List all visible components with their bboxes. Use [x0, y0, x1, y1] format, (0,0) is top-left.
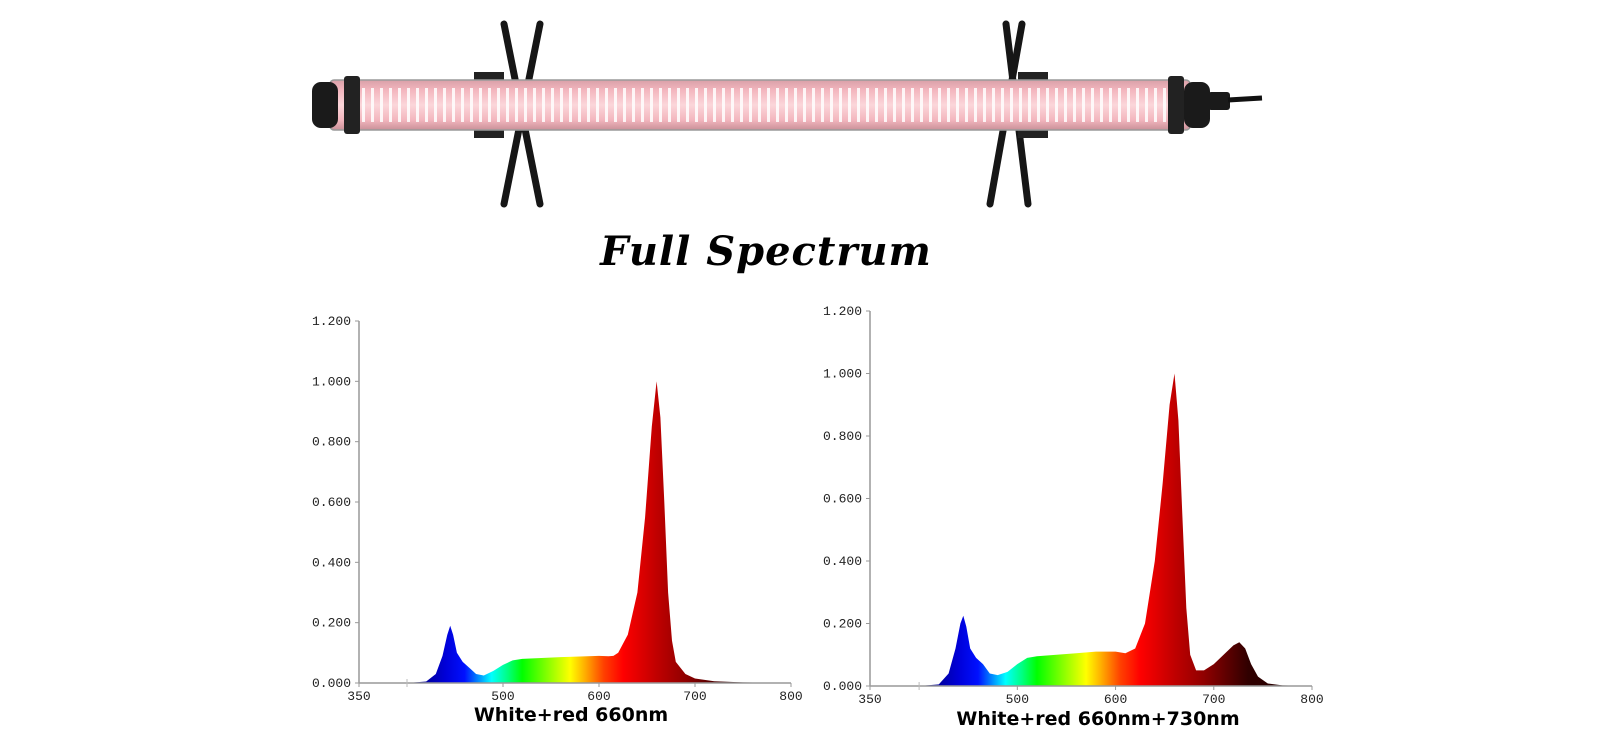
y-tick-label: 0.000 [823, 679, 862, 694]
spectrum-chart-2: 0.000 0.200 0.400 0.600 0.800 1.000 1.200 350 50… [823, 304, 1324, 730]
spectrum-chart-1: 0.000 0.200 0.400 0.600 0.800 1.000 1.200 350 50… [312, 314, 803, 726]
y-tick-label: 0.800 [823, 429, 862, 444]
led-tube-light-image [312, 20, 1263, 208]
y-tick-label: 0.400 [312, 555, 351, 570]
power-cable [1208, 92, 1263, 110]
y-tick-label: 0.000 [312, 676, 351, 691]
x-tick-label: 700 [1202, 692, 1225, 707]
chart-caption: White+red 660nm+730nm [956, 708, 1239, 730]
tube-body [329, 79, 1191, 131]
y-tick-label: 0.400 [823, 554, 862, 569]
y-tick-label: 0.600 [312, 495, 351, 510]
spectrum-area [407, 381, 791, 683]
y-tick-label: 0.200 [823, 617, 862, 632]
x-tick-label: 800 [779, 689, 802, 704]
page-title: Full Spectrum [600, 228, 932, 275]
x-tick-label: 350 [858, 692, 881, 707]
chart-caption: White+red 660nm [474, 704, 668, 726]
y-tick-label: 1.000 [823, 367, 862, 382]
y-tick-label: 1.200 [312, 314, 351, 329]
y-tick-label: 0.600 [823, 492, 862, 507]
y-tick-label: 1.000 [312, 374, 351, 389]
x-tick-label: 800 [1300, 692, 1323, 707]
x-tick-label: 500 [491, 689, 514, 704]
x-tick-label: 700 [683, 689, 706, 704]
x-tick-label: 350 [347, 689, 370, 704]
y-tick-label: 1.200 [823, 304, 862, 319]
x-tick-label: 600 [587, 689, 610, 704]
spectrum-area [919, 373, 1312, 686]
end-cap-right [1168, 76, 1210, 134]
y-tick-label: 0.800 [312, 435, 351, 450]
y-tick-label: 0.200 [312, 616, 351, 631]
x-tick-label: 500 [1006, 692, 1029, 707]
x-tick-label: 600 [1104, 692, 1127, 707]
end-cap-left [312, 76, 360, 134]
